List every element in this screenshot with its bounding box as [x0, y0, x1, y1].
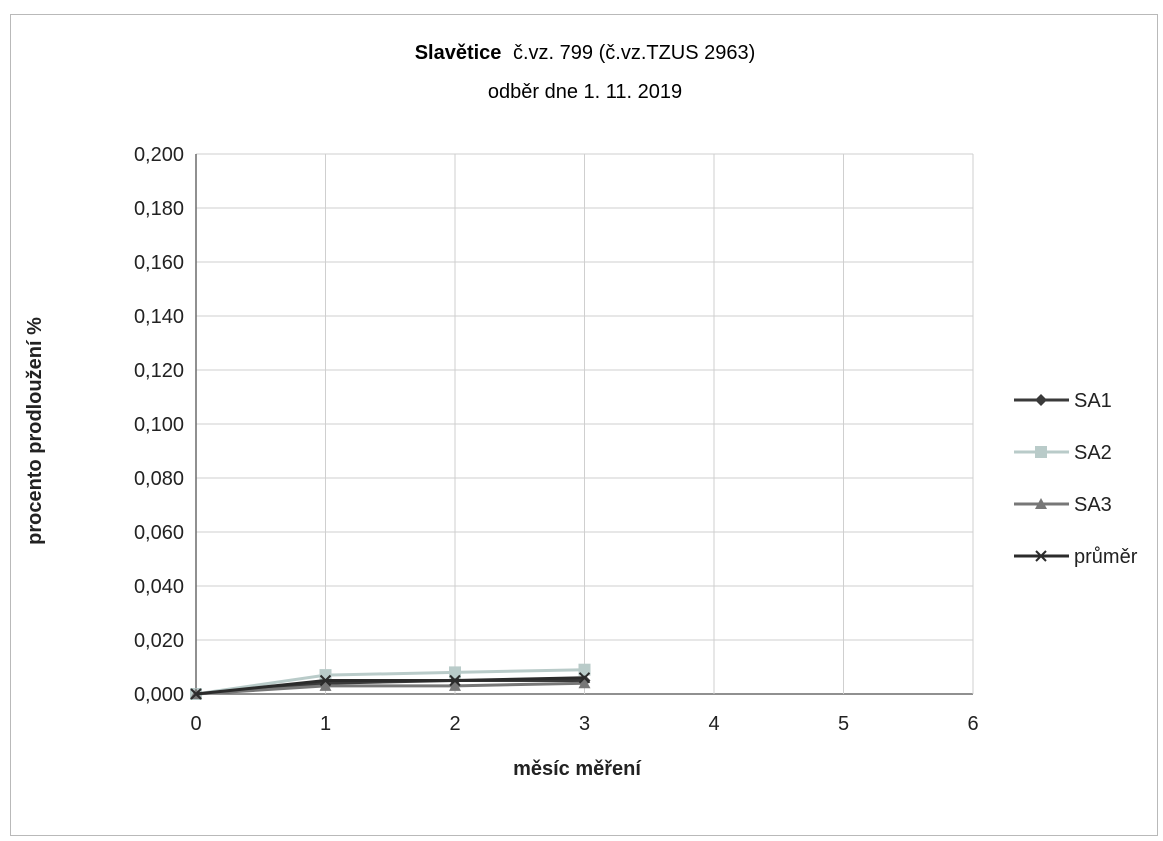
data-point: [449, 674, 461, 687]
chart-frame: Slavětice č.vz. 799 (č.vz.TZUS 2963) odb…: [10, 14, 1158, 836]
data-point-stroke: [578, 672, 591, 684]
data-point: [578, 677, 591, 689]
series-line: [195, 681, 585, 696]
y-axis-title: procento prodloužení %: [24, 317, 46, 545]
y-tick-label: 0,040: [134, 576, 184, 598]
data-point-stroke: [190, 688, 202, 700]
series-3: [190, 672, 591, 700]
data-point: [319, 679, 332, 691]
chart-title: Slavětice č.vz. 799 (č.vz.TZUS 2963): [415, 42, 756, 64]
data-point: [449, 666, 461, 679]
data-point: [190, 688, 202, 700]
legend-entry: SA3: [1014, 494, 1112, 516]
legend-entry: SA2: [1014, 442, 1112, 464]
chart-subtitle: odběr dne 1. 11. 2019: [488, 81, 682, 103]
legend-label: SA3: [1074, 494, 1112, 516]
chart-svg: Slavětice č.vz. 799 (č.vz.TZUS 2963) odb…: [24, 42, 1138, 780]
series-line: [195, 668, 585, 696]
x-tick-label: 1: [320, 713, 331, 735]
data-point: [1035, 498, 1047, 509]
x-tick-label: 6: [967, 713, 978, 735]
series-layer: [190, 663, 591, 700]
legend-entry: průměr: [1014, 546, 1138, 568]
chart-title-bold: Slavětice: [415, 42, 502, 64]
x-tick-label: 5: [838, 713, 849, 735]
y-tick-label: 0,160: [134, 252, 184, 274]
data-point: [449, 679, 461, 691]
grid-layer: [195, 153, 974, 695]
y-tick-label: 0,140: [134, 306, 184, 328]
legend-label: SA1: [1074, 390, 1112, 412]
data-point: [1035, 446, 1047, 458]
data-point-stroke: [449, 674, 461, 687]
y-tick-label: 0,000: [134, 684, 184, 706]
y-tick-label: 0,060: [134, 522, 184, 544]
y-tick-label: 0,200: [134, 144, 184, 166]
x-tick-label: 0: [190, 713, 201, 735]
y-tick-label: 0,100: [134, 414, 184, 436]
legend: SA1 SA2 SA3 průměr: [1014, 390, 1138, 568]
legend-label: průměr: [1074, 546, 1138, 568]
legend-label: SA2: [1074, 442, 1112, 464]
axes-layer: 0,000 0,020 0,040 0,060 0,080 0,100 0,120 0,140…: [134, 144, 979, 735]
legend-entry: SA1: [1014, 390, 1112, 412]
x-tick-label: 3: [579, 713, 590, 735]
data-point-stroke: [1035, 550, 1047, 562]
y-tick-label: 0,080: [134, 468, 184, 490]
data-point: [1035, 550, 1047, 562]
series-line: [195, 676, 585, 696]
y-tick-label: 0,120: [134, 360, 184, 382]
data-point: [578, 663, 591, 676]
data-point-stroke: [319, 674, 332, 687]
data-point: [1035, 394, 1047, 406]
x-axis-title: měsíc měření: [513, 758, 642, 780]
data-point: [578, 672, 591, 684]
x-tick-label: 2: [449, 713, 460, 735]
y-tick-label: 0,180: [134, 198, 184, 220]
chart-title-rest: č.vz. 799 (č.vz.TZUS 2963): [513, 42, 755, 64]
data-point: [319, 674, 332, 687]
x-tick-label: 4: [708, 713, 719, 735]
y-tick-label: 0,020: [134, 630, 184, 652]
